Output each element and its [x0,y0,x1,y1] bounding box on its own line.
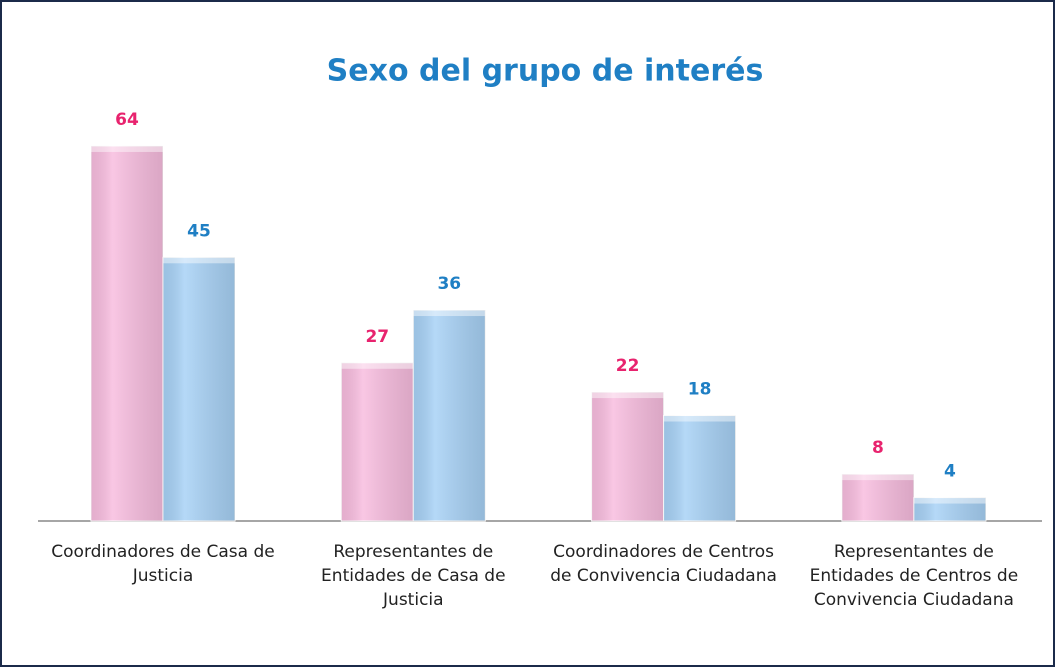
chart-title: Sexo del grupo de interés [327,54,764,89]
data-label: 36 [437,274,461,294]
x-tick-label: Representantes de Entidades de Casa de J… [321,542,506,610]
bar-shade [163,257,235,521]
bar-shade [341,362,414,521]
data-label: 4 [944,462,956,482]
bar-top [91,145,163,152]
bar-top [163,257,235,264]
bar-top [591,392,664,399]
data-label: 18 [688,380,712,400]
data-label: 27 [365,327,389,347]
x-tick-label: Coordinadores de Centros de Convivencia … [550,542,777,586]
bar-shade [913,497,986,521]
bar-top [341,362,414,369]
bar-top [841,474,914,481]
bar-shade [663,415,736,521]
bar-top [663,415,736,422]
bar-shade [591,392,664,521]
data-label: 22 [616,356,640,376]
bar-top [413,310,486,317]
data-label: 45 [187,221,211,241]
data-label: 64 [115,110,139,130]
bar-shade [841,474,914,521]
data-label: 8 [872,438,884,458]
x-tick-label: Representantes de Entidades de Centros d… [809,542,1019,610]
x-tick-label: Coordinadores de Casa de Justicia [51,542,275,586]
bar-top [913,497,986,504]
bar-shade [91,145,163,521]
bar-shade [413,310,486,521]
